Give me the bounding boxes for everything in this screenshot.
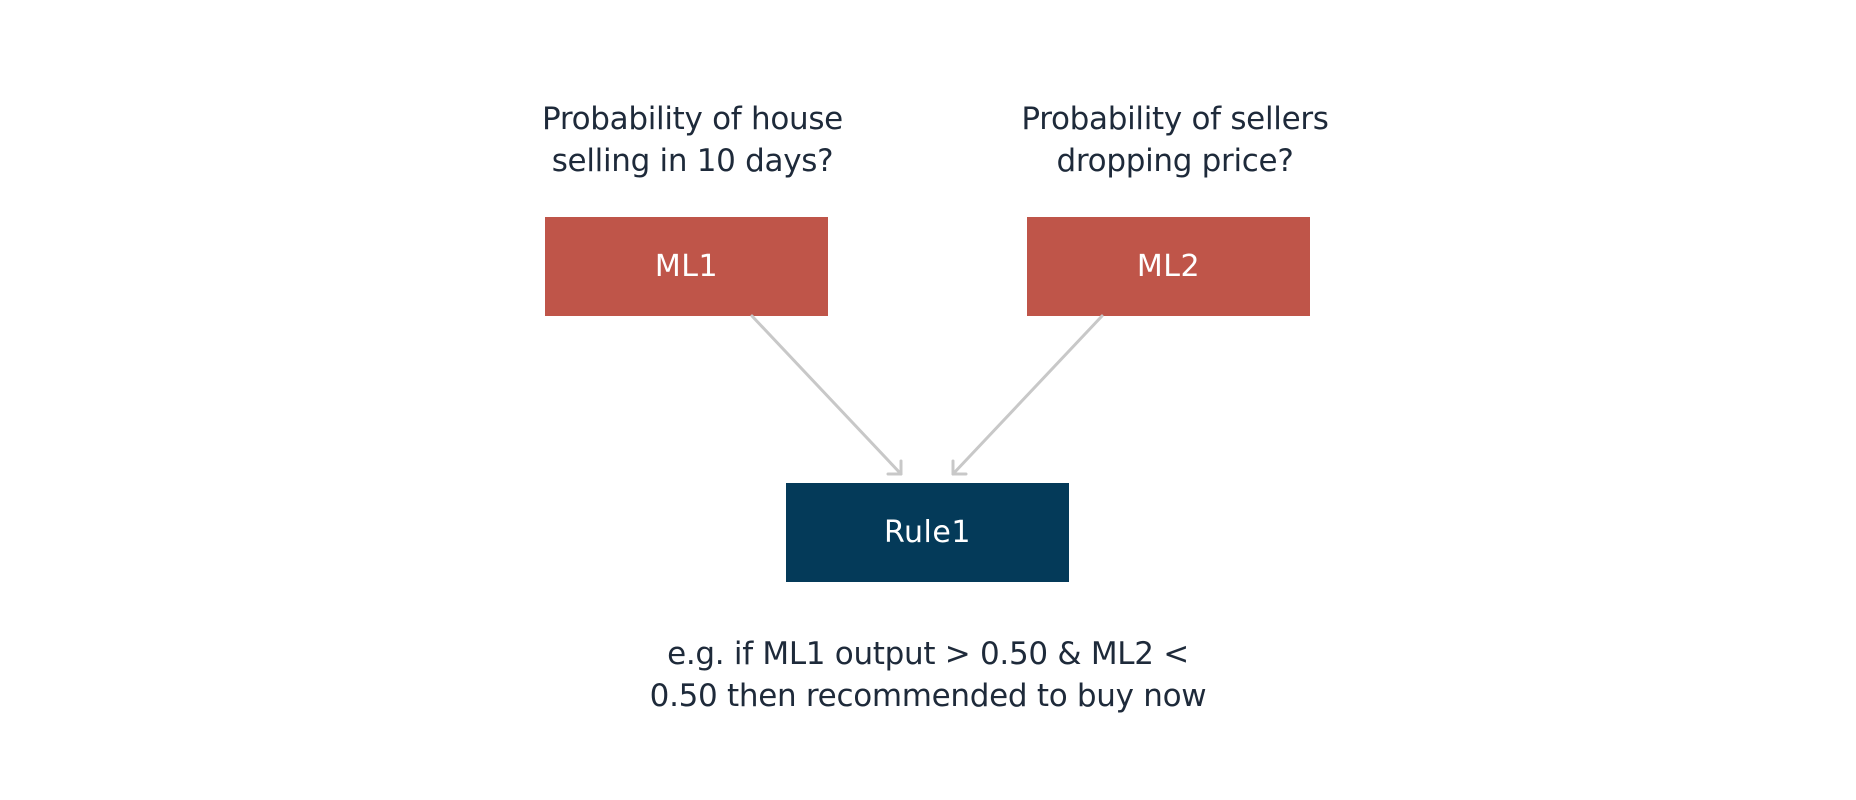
ml1-question-label: Probability of house selling in 10 days? (542, 101, 843, 179)
rule-example-caption: e.g. if ML1 output > 0.50 & ML2 < 0.50 t… (649, 636, 1207, 714)
ml1-node: ML1 (545, 217, 828, 316)
arrow-ml1-to-rule1 (750, 314, 903, 476)
rule1-node: Rule1 (786, 483, 1069, 582)
ml2-node: ML2 (1027, 217, 1310, 316)
ml2-question-label: Probability of sellers dropping price? (1021, 101, 1329, 179)
arrow-ml2-to-rule1 (951, 314, 1104, 476)
ml2-node-label: ML2 (1136, 249, 1201, 284)
rule1-node-label: Rule1 (884, 515, 971, 550)
ml1-node-label: ML1 (654, 249, 719, 284)
